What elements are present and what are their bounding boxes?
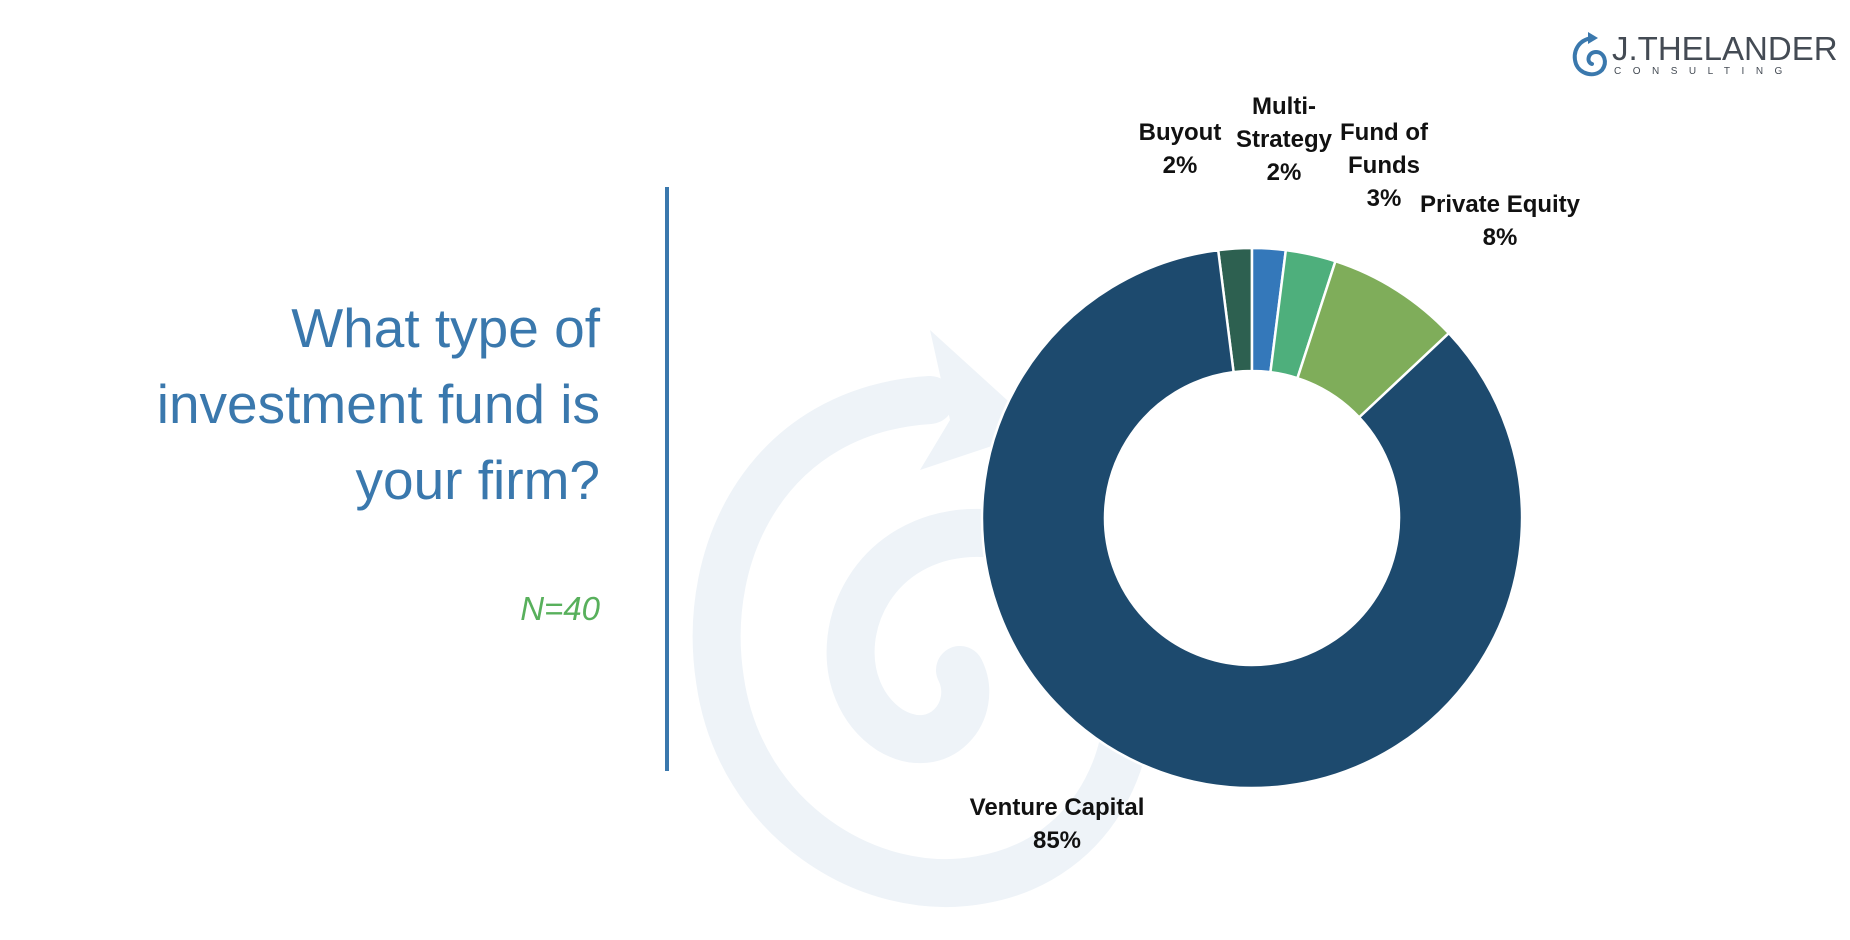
slice-label-venture-capital: Venture Capital 85% [970,794,1145,854]
slice-label-fund-of-funds: Fund of Funds 3% [1340,119,1429,212]
slice-label-multi-strategy: Multi-Strategy 2% [1236,93,1333,186]
company-logo: J.THELANDER CONSULTING [1570,30,1838,80]
donut-slice-venture-capital [980,248,1524,790]
survey-question-title: What type of investment fund is your fir… [156,297,600,511]
logo-name: J.THELANDER [1612,30,1838,67]
logo-subtitle: CONSULTING [1614,66,1794,77]
vertical-divider [665,187,669,771]
swirl-logo-icon [1572,32,1607,77]
slice-label-buyout: Buyout 2% [1139,119,1222,179]
sample-size-label: N=40 [520,590,600,627]
slice-label-private-equity: Private Equity 8% [1420,191,1581,251]
